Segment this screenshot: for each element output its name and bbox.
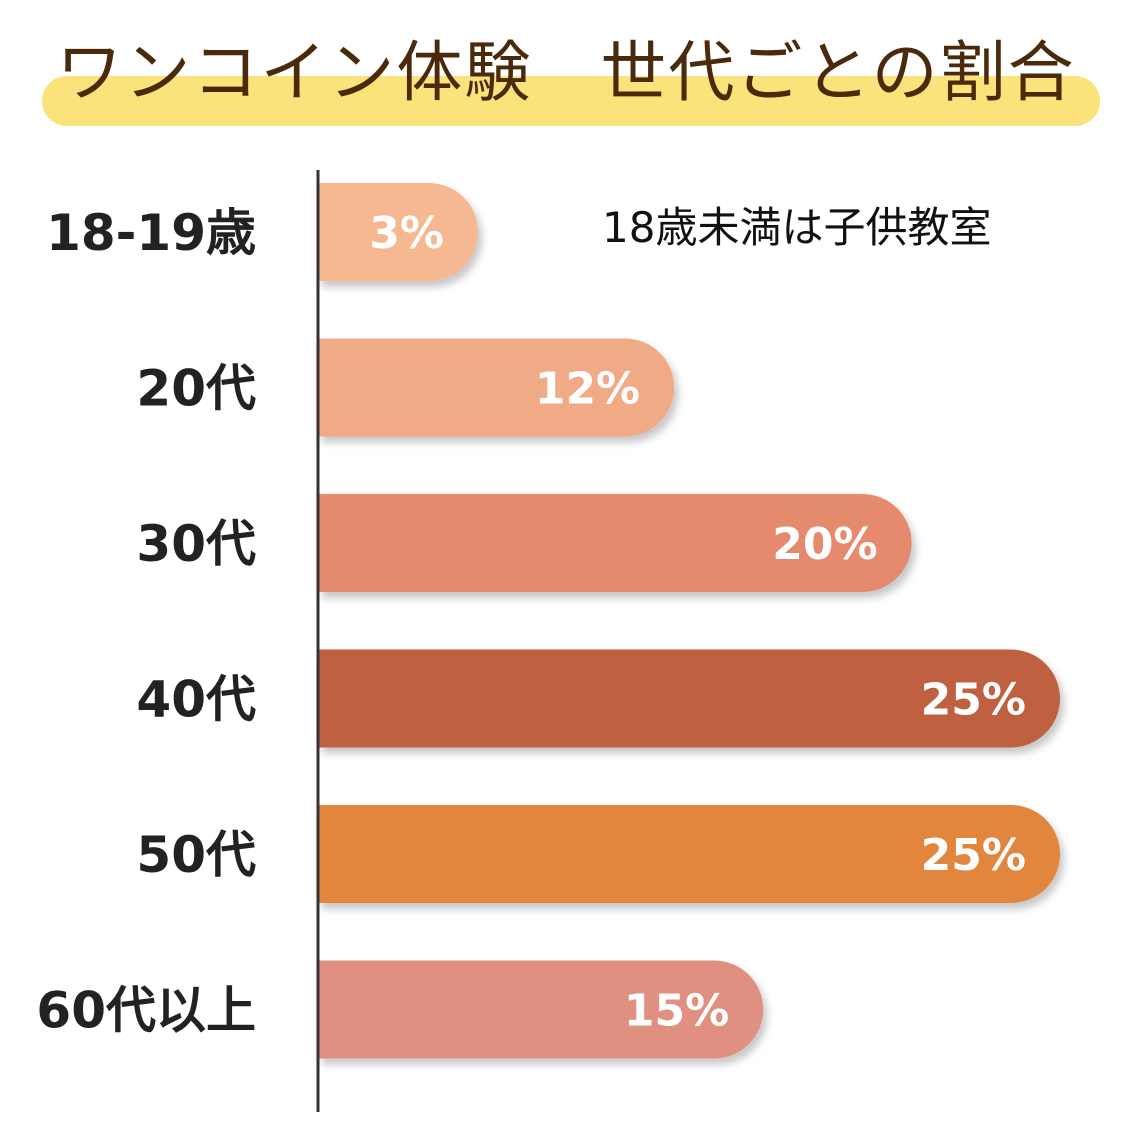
bar-4 <box>318 805 1060 903</box>
bar-5 <box>318 960 764 1059</box>
bar-value-label-4: 25% <box>921 830 1026 881</box>
bar-value-label-2: 20% <box>772 519 877 570</box>
category-label-4: 50代 <box>136 826 256 884</box>
category-label-5: 60代以上 <box>36 982 256 1040</box>
chart-title: ワンコイン体験 世代ごとの割合 <box>56 34 1076 111</box>
chart-note: 18歳未満は子供教室 <box>602 203 992 252</box>
category-label-2: 30代 <box>136 515 256 573</box>
bar-value-label-3: 25% <box>921 675 1026 726</box>
category-label-1: 20代 <box>136 360 256 418</box>
bar-0 <box>318 183 478 281</box>
title-highlight-band <box>42 76 1100 126</box>
labels-group: 3% 18-19歳 12% 20代 20% 30代 25% 40代 25% 50代 15% 60代以上 <box>36 204 1026 1040</box>
category-label-0: 18-19歳 <box>46 204 256 262</box>
bar-3 <box>318 649 1060 748</box>
bar-value-label-1: 12% <box>535 364 640 415</box>
category-label-3: 40代 <box>136 671 256 729</box>
bar-2 <box>318 494 912 592</box>
bar-value-label-5: 15% <box>624 986 729 1037</box>
bar-value-label-0: 3% <box>369 208 444 259</box>
bar-1 <box>318 338 675 437</box>
bars-group <box>318 183 1060 1059</box>
